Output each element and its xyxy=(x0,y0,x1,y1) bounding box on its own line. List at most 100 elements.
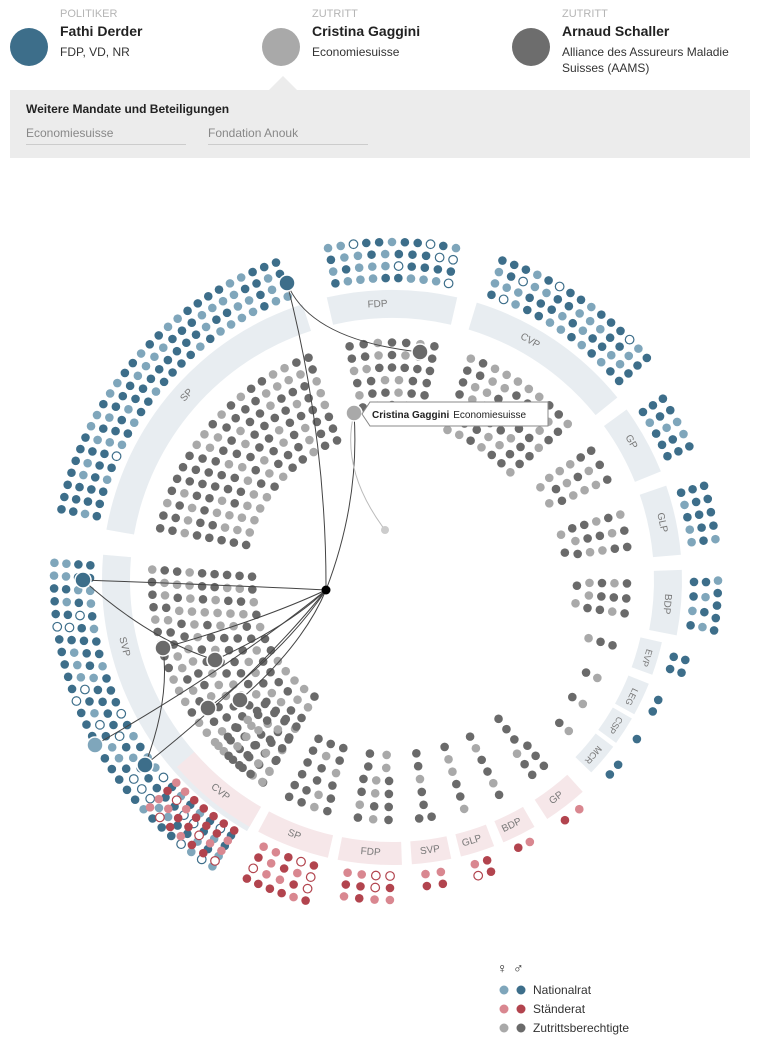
connection xyxy=(286,282,421,353)
card-dot xyxy=(262,28,300,66)
connection xyxy=(207,589,327,709)
seat-dot xyxy=(281,714,291,724)
seat-dot xyxy=(76,708,86,718)
seat-dot xyxy=(688,484,697,494)
seat-dot xyxy=(71,456,81,466)
seat-dot xyxy=(79,636,89,646)
seat-dot xyxy=(289,892,298,902)
seat-dot xyxy=(454,430,464,440)
seat-dot xyxy=(219,819,229,828)
seat-dot xyxy=(205,334,215,344)
seat-dot xyxy=(443,425,452,435)
seat-dot xyxy=(455,390,464,399)
seat-dot xyxy=(427,812,436,822)
seat-dot xyxy=(533,270,542,280)
seat-dot xyxy=(224,459,234,469)
seat-dot xyxy=(312,776,322,785)
seat-dot xyxy=(408,376,418,386)
seat-dot xyxy=(277,394,286,403)
seat-dot xyxy=(407,389,416,398)
seat-dot xyxy=(114,731,125,742)
seat-dot xyxy=(703,494,713,504)
seat-dot xyxy=(120,368,130,378)
seat-dot xyxy=(128,358,138,368)
seat-dot xyxy=(699,536,708,545)
seat-dot xyxy=(544,435,553,445)
seat-dot xyxy=(79,470,88,480)
connection xyxy=(214,589,327,661)
seat-dot xyxy=(413,238,423,248)
party-label[interactable]: FDP xyxy=(360,846,381,859)
seat-dot xyxy=(583,603,592,613)
seat-dot xyxy=(90,708,99,718)
seat-dot xyxy=(130,795,140,804)
seat-dot xyxy=(248,307,258,317)
mandate-item[interactable]: Economiesuisse xyxy=(26,126,186,145)
seat-dot xyxy=(236,668,246,678)
tooltip-box xyxy=(361,401,549,427)
seat-dot xyxy=(506,433,516,443)
seat-dot xyxy=(208,303,217,313)
seat-dot xyxy=(370,789,380,798)
seat-dot xyxy=(216,621,225,630)
party-label[interactable]: SP xyxy=(286,827,303,842)
seat-dot xyxy=(713,576,723,585)
seat-dot xyxy=(345,342,354,351)
seat-dot xyxy=(81,433,90,442)
seat-dot xyxy=(536,299,546,308)
seat-dot xyxy=(177,326,187,335)
seat-dot xyxy=(154,812,165,823)
seat-dot xyxy=(141,361,151,371)
seat-dot xyxy=(385,871,395,881)
seat-dot xyxy=(154,794,164,804)
seat-dot xyxy=(237,513,247,523)
seat-dot xyxy=(261,389,271,398)
seat-dot xyxy=(163,322,173,332)
seat-dot xyxy=(213,433,223,442)
party-band xyxy=(575,733,614,773)
seat-dot xyxy=(663,451,672,461)
seat-dot xyxy=(575,309,584,318)
party-label[interactable]: GLP xyxy=(654,512,669,534)
seat-dot xyxy=(148,590,157,599)
seat-dot xyxy=(245,417,255,427)
seat-dot xyxy=(653,695,663,705)
seat-dot xyxy=(328,424,338,433)
seat-dot xyxy=(699,481,709,491)
seat-dot xyxy=(571,536,580,546)
seat-dot xyxy=(621,594,631,603)
seat-dot xyxy=(86,421,96,431)
seat-dot xyxy=(95,719,105,730)
seat-dot xyxy=(674,446,683,456)
seat-dot xyxy=(544,498,554,508)
card-dot xyxy=(512,28,550,66)
seat-dot xyxy=(290,780,300,790)
seat-dot xyxy=(271,847,281,857)
seat-dot xyxy=(406,274,416,283)
seat-dot xyxy=(685,442,694,451)
hub xyxy=(321,585,331,595)
party-label[interactable]: FDP xyxy=(367,298,388,310)
seat-dot xyxy=(246,384,256,394)
seat-dot xyxy=(302,785,311,795)
seat-dot xyxy=(648,707,658,716)
party-label[interactable]: BDP xyxy=(660,593,673,615)
seat-dot xyxy=(105,438,115,447)
seat-dot xyxy=(225,279,235,288)
legend-dot xyxy=(516,1023,526,1033)
seat-dot xyxy=(610,544,620,553)
seat-dot xyxy=(217,470,227,480)
seat-dot xyxy=(606,350,616,360)
party-label[interactable]: SVP xyxy=(116,636,132,658)
seat-dot xyxy=(500,383,510,393)
seat-dot xyxy=(252,646,262,655)
seat-dot xyxy=(162,498,172,508)
seat-dot xyxy=(77,623,87,633)
seat-dot xyxy=(459,804,469,814)
seat-dot xyxy=(145,793,156,804)
party-label[interactable]: SVP xyxy=(419,844,441,858)
connection xyxy=(325,412,356,591)
seat-dot xyxy=(598,546,607,555)
mandate-item[interactable]: Fondation Anouk xyxy=(208,126,368,145)
seat-dot xyxy=(160,566,170,575)
